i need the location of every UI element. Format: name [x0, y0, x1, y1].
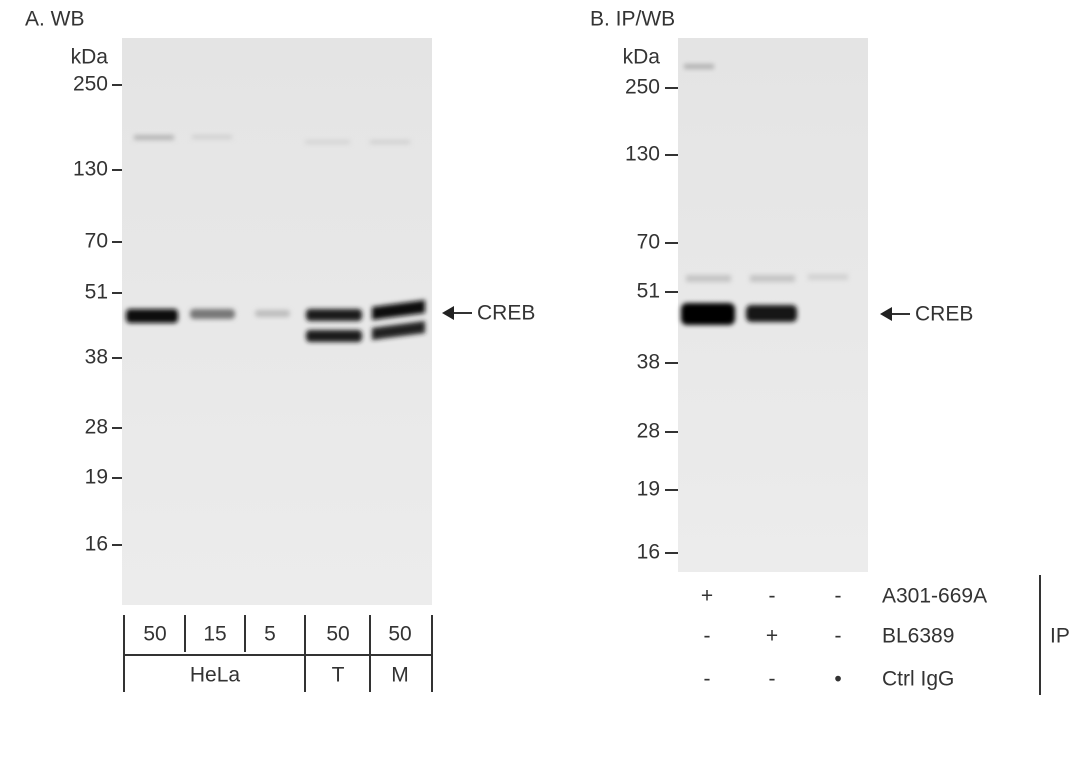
marker-label: 28	[85, 416, 108, 439]
arrows	[442, 306, 910, 321]
condition-mark: -	[835, 625, 842, 648]
marker-label: 16	[85, 533, 108, 556]
group-label: IP	[1050, 625, 1070, 648]
lane-label: 50	[143, 623, 166, 646]
condition-name: Ctrl IgG	[882, 668, 954, 691]
lane-label: 5	[264, 623, 276, 646]
marker-label: 51	[85, 281, 108, 304]
marker-label: 16	[637, 541, 660, 564]
marker-label: 250	[625, 76, 660, 99]
condition-mark: +	[701, 585, 713, 608]
lane-label: 15	[203, 623, 226, 646]
group-label: M	[391, 664, 409, 687]
marker-label: 70	[85, 230, 108, 253]
marker-label: 19	[85, 466, 108, 489]
lane-table-lines	[123, 575, 1041, 695]
bands-a	[126, 135, 425, 342]
condition-mark: -	[704, 668, 711, 691]
panel-label: B. IP/WB	[590, 8, 675, 31]
marker-label: 51	[637, 280, 660, 303]
lane-label: 50	[326, 623, 349, 646]
condition-mark: -	[769, 668, 776, 691]
marker-label: 19	[637, 478, 660, 501]
group-label: T	[332, 664, 345, 687]
condition-mark: -	[835, 585, 842, 608]
condition-mark: -	[704, 625, 711, 648]
marker-label: 28	[637, 420, 660, 443]
condition-name: BL6389	[882, 625, 954, 648]
target-label: CREB	[915, 303, 973, 326]
condition-name: A301-669A	[882, 585, 987, 608]
group-label: HeLa	[190, 664, 241, 687]
marker-label: 38	[637, 351, 660, 374]
condition-mark: +	[766, 625, 778, 648]
marker-label: 250	[73, 73, 108, 96]
marker-label: 70	[637, 231, 660, 254]
panel-label: A. WB	[25, 8, 85, 31]
unit-label: kDa	[71, 46, 109, 69]
marker-label: 38	[85, 346, 108, 369]
condition-mark: •	[834, 668, 841, 691]
lane-label: 50	[388, 623, 411, 646]
condition-mark: -	[769, 585, 776, 608]
target-label: CREB	[477, 302, 535, 325]
marker-label: 130	[73, 158, 108, 181]
unit-label: kDa	[623, 46, 661, 69]
bands-b	[681, 64, 848, 325]
marker-label: 130	[625, 143, 660, 166]
